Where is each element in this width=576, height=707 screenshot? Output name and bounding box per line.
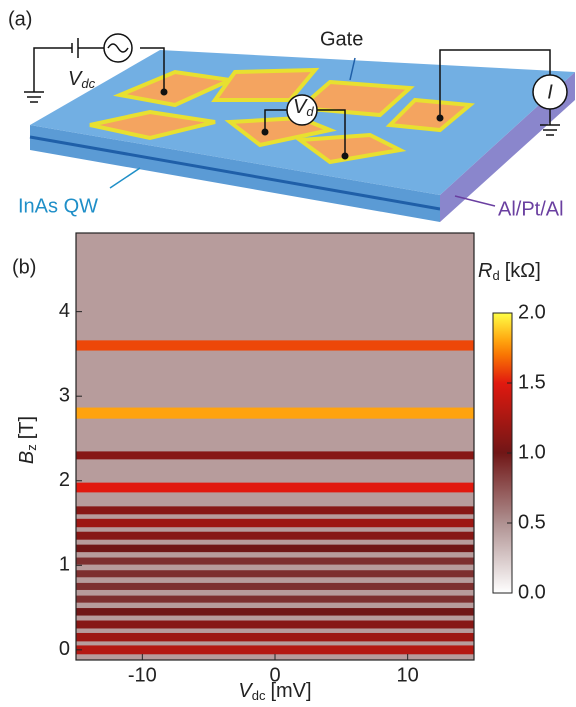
y-symbol: B xyxy=(16,451,38,464)
resonance-band xyxy=(76,596,474,603)
resonance-band xyxy=(76,570,474,577)
y-tick-label: 3 xyxy=(59,384,70,406)
vdc-subscript: dc xyxy=(81,76,95,91)
colorbar-tick-label: 1.0 xyxy=(518,441,546,463)
device-schematic: (a) xyxy=(8,8,575,222)
x-tick-label: 0 xyxy=(269,664,280,686)
vd-subscript: d xyxy=(306,104,314,119)
resonance-band xyxy=(76,340,474,350)
resonance-band xyxy=(76,558,474,565)
colorbar-tick-label: 2.0 xyxy=(518,301,546,323)
colorbar-title: Rd [kΩ] xyxy=(478,260,541,283)
y-tick-label: 1 xyxy=(59,554,70,576)
colorbar-tick-label: 0.0 xyxy=(518,581,546,603)
resonance-band xyxy=(76,532,474,540)
resonance-band xyxy=(76,583,474,590)
y-axis-title: Bz [T] xyxy=(16,416,39,464)
qw-label: InAs QW xyxy=(18,195,98,217)
vdc-label: Vdc xyxy=(68,68,96,91)
panel-label: (a) xyxy=(8,8,32,30)
panel-label: (b) xyxy=(12,256,36,278)
y-unit: [T] xyxy=(16,416,38,439)
x-subscript: dc xyxy=(252,688,266,703)
colorbar-tick-label: 1.5 xyxy=(518,371,546,393)
gate-label: Gate xyxy=(320,28,363,50)
resonance-band xyxy=(76,451,474,459)
resonance-band xyxy=(76,483,474,493)
resonance-band xyxy=(76,608,474,616)
y-tick-label: 4 xyxy=(59,300,70,322)
x-tick-label: 10 xyxy=(397,664,419,686)
y-subscript: z xyxy=(24,444,39,451)
colorbar-tick-label: 0.5 xyxy=(518,511,546,533)
y-tick-label: 2 xyxy=(59,469,70,491)
resonance-band xyxy=(76,645,474,654)
current-label: I xyxy=(547,81,553,103)
resonance-band xyxy=(76,506,474,514)
figure: (a) xyxy=(0,0,576,707)
resonance-band xyxy=(76,621,474,629)
resonance-band xyxy=(76,519,474,527)
resonance-band xyxy=(76,408,474,419)
cb-symbol: R xyxy=(478,260,492,282)
resonance-band xyxy=(76,545,474,553)
contact-label: Al/Pt/Al xyxy=(498,198,564,220)
cb-unit: [kΩ] xyxy=(505,260,541,282)
resonance-band xyxy=(76,633,474,641)
y-tick-label: 0 xyxy=(59,638,70,660)
x-tick-label: -10 xyxy=(128,664,157,686)
cb-subscript: d xyxy=(492,268,499,283)
